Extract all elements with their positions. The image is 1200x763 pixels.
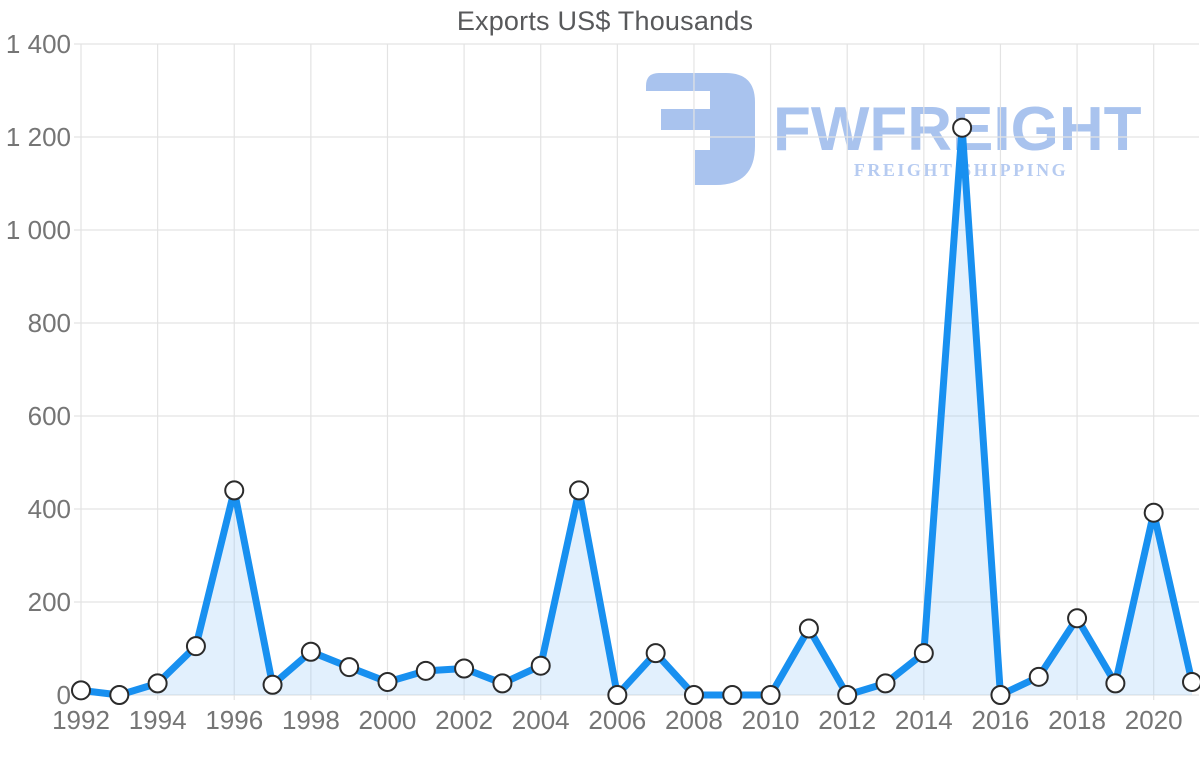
data-point[interactable] <box>913 643 934 664</box>
data-point[interactable] <box>875 673 896 694</box>
y-tick-label: 0 <box>57 680 71 710</box>
y-tick-label: 600 <box>28 401 71 431</box>
data-point[interactable] <box>837 685 858 705</box>
y-tick-label: 1 000 <box>6 215 71 245</box>
x-tick-label: 2018 <box>1048 705 1106 735</box>
x-tick-label: 2012 <box>818 705 876 735</box>
y-tick-label: 400 <box>28 494 71 524</box>
y-tick-label: 800 <box>28 308 71 338</box>
fwfreight-logo-icon <box>646 73 755 185</box>
data-point[interactable] <box>1105 673 1126 694</box>
x-tick-label: 2016 <box>972 705 1030 735</box>
x-tick-label: 2014 <box>895 705 953 735</box>
data-point[interactable] <box>185 636 206 657</box>
x-tick-label: 1992 <box>52 705 110 735</box>
data-point[interactable] <box>262 674 283 695</box>
data-point[interactable] <box>683 685 704 705</box>
data-point[interactable] <box>147 673 168 694</box>
x-tick-label: 2008 <box>665 705 723 735</box>
data-point[interactable] <box>722 685 743 705</box>
data-point[interactable] <box>1143 502 1164 523</box>
y-tick-label: 1 200 <box>6 122 71 152</box>
data-point[interactable] <box>415 660 436 681</box>
x-tick-label: 2010 <box>742 705 800 735</box>
data-point[interactable] <box>798 618 819 639</box>
data-point[interactable] <box>492 673 513 694</box>
chart-title: Exports US$ Thousands <box>456 6 754 36</box>
data-point[interactable] <box>952 117 973 138</box>
data-point[interactable] <box>377 671 398 692</box>
y-tick-label: 1 400 <box>6 29 71 59</box>
data-point[interactable] <box>71 680 91 701</box>
x-tick-label: 1998 <box>282 705 340 735</box>
data-point[interactable] <box>1067 608 1088 629</box>
data-point[interactable] <box>109 685 130 705</box>
data-point[interactable] <box>454 658 475 679</box>
data-point[interactable] <box>645 643 666 664</box>
data-point[interactable] <box>300 641 321 662</box>
y-tick-label: 200 <box>28 587 71 617</box>
x-tick-label: 2000 <box>359 705 417 735</box>
data-point[interactable] <box>1182 671 1200 692</box>
x-tick-label: 1996 <box>205 705 263 735</box>
data-point[interactable] <box>990 685 1011 705</box>
x-tick-label: 1994 <box>129 705 187 735</box>
data-point[interactable] <box>760 685 781 705</box>
x-tick-label: 2004 <box>512 705 570 735</box>
data-point[interactable] <box>607 685 628 705</box>
data-point[interactable] <box>339 657 360 678</box>
x-tick-label: 2020 <box>1125 705 1183 735</box>
x-tick-label: 2002 <box>435 705 493 735</box>
data-point[interactable] <box>224 480 245 501</box>
data-point[interactable] <box>569 480 590 501</box>
series-area-fill <box>81 127 1192 695</box>
x-tick-label: 2006 <box>588 705 646 735</box>
data-point[interactable] <box>1028 666 1049 687</box>
data-point[interactable] <box>530 655 551 676</box>
